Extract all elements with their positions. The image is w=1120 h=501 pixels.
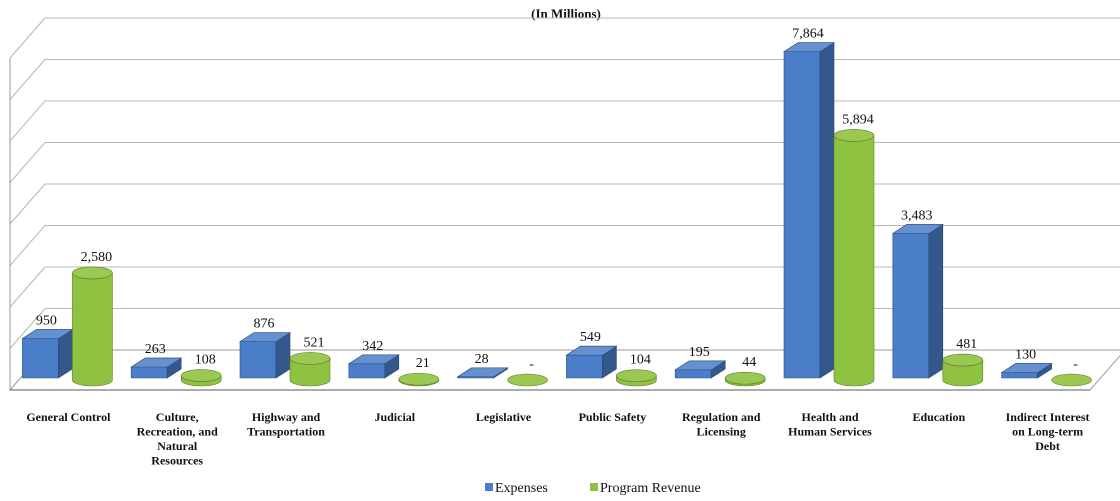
category-label-line: Regulation and (682, 410, 761, 424)
bar-revenue-top-8 (833, 129, 875, 142)
data-label-revenue-7: 44 (742, 355, 756, 370)
bar-revenue-top-3 (289, 352, 331, 365)
bar-revenue-top-9 (942, 353, 984, 367)
data-label-revenue-9: 481 (956, 337, 977, 352)
bar-expenses-top-9 (891, 224, 944, 234)
category-label-line: Health and (801, 410, 858, 424)
gridline-side (9, 17, 46, 59)
category-label-4: Judicial (374, 410, 415, 424)
bar-revenue-8 (833, 135, 875, 387)
category-label-line: Education (912, 410, 965, 424)
category-label-line: Judicial (374, 410, 415, 424)
bar-revenue-1 (72, 272, 113, 387)
gridline-side (9, 225, 46, 266)
category-label-5: Legislative (476, 410, 532, 424)
bar-expenses-top-6 (565, 345, 618, 356)
gridline-side (9, 142, 46, 183)
bar-revenue-top-7 (724, 371, 766, 385)
bar-expenses-top-5 (456, 367, 509, 378)
gridline-side (9, 59, 46, 100)
data-label-expenses-10: 130 (1015, 348, 1036, 363)
gridline-side (9, 308, 46, 349)
category-label-line: General Control (26, 410, 111, 424)
gridline-side (9, 266, 46, 308)
category-label-line: Human Services (788, 425, 872, 439)
data-label-expenses-6: 549 (580, 330, 601, 345)
bar-expenses-side-9 (928, 223, 944, 379)
bar-revenue-top-6 (616, 369, 657, 382)
data-label-revenue-10: - (1073, 357, 1078, 372)
data-label-revenue-4: 21 (416, 356, 430, 371)
bar-revenue-top-10 (1051, 373, 1092, 387)
category-label-line: Culture, (156, 410, 199, 424)
bar-revenue-top-1 (72, 266, 113, 280)
category-label-6: Public Safety (579, 410, 647, 424)
bar-revenue-top-4 (398, 372, 440, 386)
category-label-line: Natural (157, 439, 198, 453)
legend-label-2: Program Revenue (600, 481, 701, 496)
bar-expenses-top-10 (1000, 363, 1053, 373)
category-label-8: Health and Human Services (788, 410, 872, 439)
chart-bars (21, 42, 1092, 387)
data-label-expenses-5: 28 (475, 352, 489, 367)
category-label-line: Public Safety (579, 410, 647, 424)
category-label-line: Legislative (476, 410, 532, 424)
data-label-revenue-6: 104 (630, 353, 651, 368)
category-label-line: Recreation, and (137, 425, 218, 439)
bar-revenue-top-2 (180, 369, 222, 382)
data-label-revenue-1: 2,580 (81, 250, 113, 265)
category-label-line: Highway and (252, 410, 321, 424)
data-label-expenses-8: 7,864 (792, 27, 824, 42)
legend: Expenses Program Revenue (485, 481, 701, 496)
legend-swatch-2 (590, 483, 598, 491)
category-label-2: Culture, Recreation, and Natural Resources (137, 410, 218, 468)
legend-label-1: Expenses (495, 481, 548, 496)
data-label-revenue-2: 108 (195, 353, 216, 368)
data-label-expenses-1: 950 (36, 314, 57, 329)
category-label-line: Resources (151, 454, 203, 468)
bar-expenses-top-8 (782, 42, 836, 52)
data-label-expenses-9: 3,483 (901, 208, 933, 223)
gridline-side (9, 100, 46, 142)
bar-expenses-top-4 (347, 354, 400, 365)
data-label-expenses-2: 263 (145, 342, 166, 357)
category-label-1: General Control (26, 410, 111, 424)
data-label-expenses-3: 876 (254, 317, 275, 332)
data-label-revenue-8: 5,894 (842, 112, 874, 127)
category-label-10: Indirect Interest on Long-term Debt (1006, 410, 1090, 453)
bar-expenses-side-8 (819, 42, 835, 379)
bar-expenses-top-2 (130, 357, 183, 368)
bar-expenses-top-7 (674, 360, 727, 371)
data-label-expenses-4: 342 (362, 339, 383, 354)
category-label-line: Transportation (247, 425, 325, 439)
legend-swatch-1 (485, 483, 493, 491)
bar-revenue-top-5 (507, 373, 548, 387)
category-label-3: Highway and Transportation (247, 410, 325, 439)
category-labels: General Control Culture, Recreation, and Na… (26, 410, 1089, 468)
category-label-9: Education (912, 410, 965, 424)
category-label-line: Licensing (697, 425, 746, 439)
data-label-revenue-3: 521 (304, 335, 325, 350)
category-label-line: on Long-term (1012, 425, 1083, 439)
category-label-7: Regulation and Licensing (682, 410, 761, 439)
chart-subtitle: (In Millions) (531, 6, 601, 21)
category-label-line: Debt (1035, 439, 1060, 453)
data-label-expenses-7: 195 (689, 345, 710, 360)
data-label-revenue-5: - (529, 357, 534, 372)
bar-expenses-top-3 (238, 332, 292, 342)
chart-walls (8, 17, 1120, 391)
category-label-line: Indirect Interest (1006, 410, 1090, 424)
gridline-side (9, 183, 46, 225)
data-labels: 950 2,580 263 108 876 521 342 21 28 - 549 104 195 44 7… (36, 27, 1078, 372)
